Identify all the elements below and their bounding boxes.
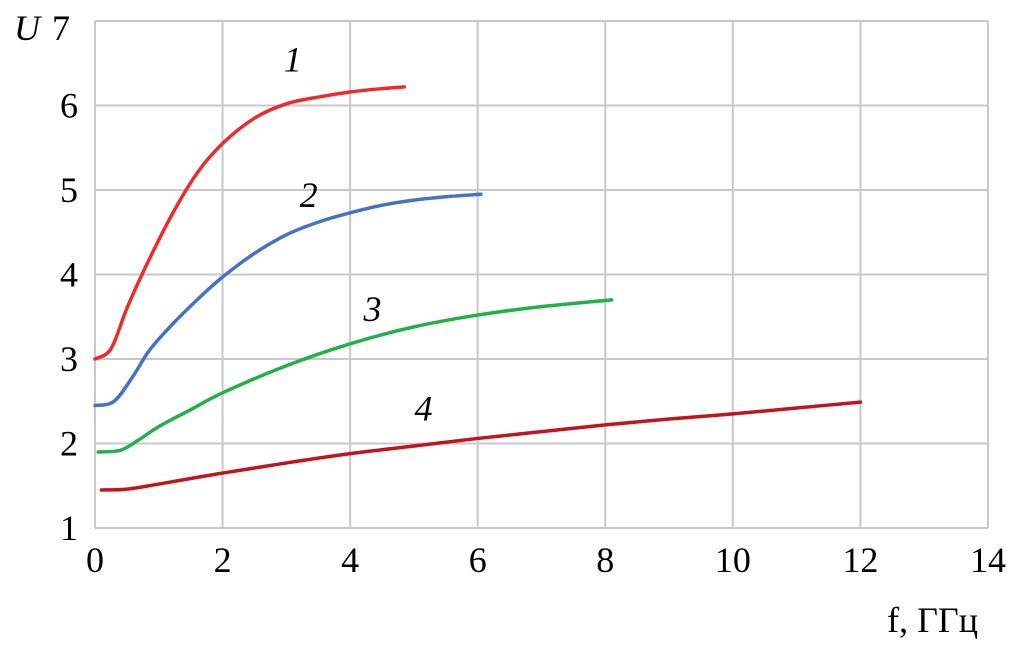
series-label-3: 3: [362, 289, 381, 329]
y-tick-label: 4: [60, 255, 78, 295]
y-tick-label: 3: [60, 339, 78, 379]
x-tick-label: 4: [341, 540, 359, 580]
x-tick-label: 0: [86, 540, 104, 580]
x-tick-label: 2: [214, 540, 232, 580]
y-tick-label: 1: [60, 508, 78, 548]
x-tick-label: 10: [715, 540, 751, 580]
x-tick-label: 6: [469, 540, 487, 580]
series-line-2: [93, 192, 483, 408]
series-line-3: [96, 298, 614, 454]
series-label-2: 2: [300, 175, 318, 215]
x-axis-label: f, ГГц: [887, 600, 978, 640]
y-tick-label: 7: [52, 8, 70, 48]
series-group: 1 2 3 4: [93, 40, 863, 492]
series-line-1: [93, 85, 407, 361]
series-label-1: 1: [284, 40, 302, 80]
series-line-4: [99, 400, 863, 492]
y-tick-label: 2: [60, 424, 78, 464]
x-tick-label: 14: [970, 540, 1006, 580]
grid: [94, 20, 989, 529]
x-tick-label: 12: [842, 540, 878, 580]
y-tick-label: 6: [60, 86, 78, 126]
series-label-4: 4: [414, 389, 432, 429]
y-axis-label: U: [14, 8, 42, 48]
y-tick-label: 5: [60, 170, 78, 210]
x-tick-label: 8: [596, 540, 614, 580]
